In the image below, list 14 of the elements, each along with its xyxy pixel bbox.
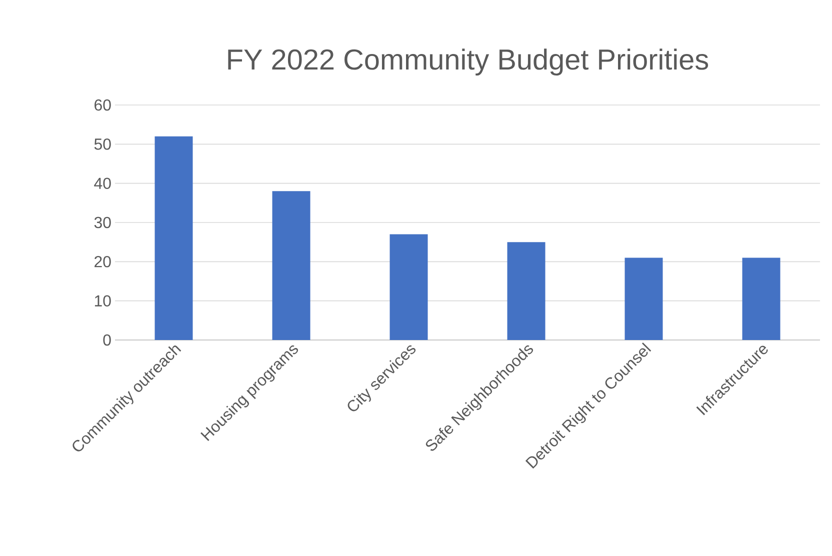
y-tick-label: 0 [103,334,111,346]
y-tick-label: 30 [94,216,111,228]
y-tick-label: 50 [94,138,111,150]
y-tick-label: 10 [94,295,111,306]
bar [507,242,546,340]
bar [390,234,428,340]
bar [742,258,780,340]
bar [272,191,310,340]
y-tick-label: 40 [94,178,111,189]
bar [624,258,663,340]
y-tick-label: 20 [94,256,111,268]
y-tick-label: 60 [94,99,111,111]
bar [154,136,193,340]
chart-title: FY 2022 Community Budget Priorities [228,48,708,76]
